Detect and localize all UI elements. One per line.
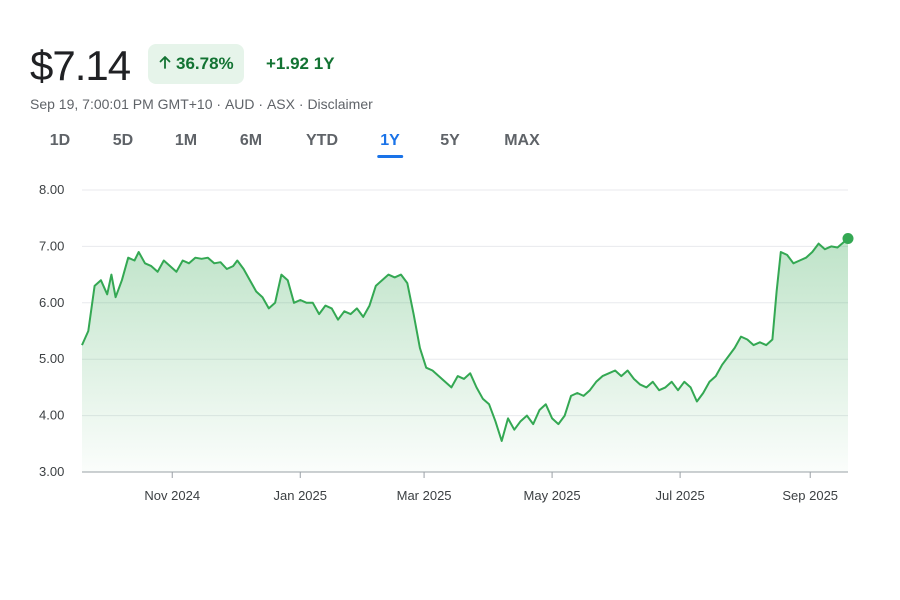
price-meta: Sep 19, 7:00:01 PM GMT+10 · AUD · ASX · … [30, 96, 373, 112]
change-percent-badge: 36.78% [148, 44, 244, 84]
price-area [82, 238, 848, 472]
tab-1d[interactable]: 1D [49, 132, 71, 149]
meta-separator: · [212, 96, 225, 112]
y-tick-label: 4.00 [39, 408, 64, 423]
exchange: ASX [266, 96, 295, 112]
tab-5d[interactable]: 5D [112, 132, 134, 149]
tab-1m[interactable]: 1M [174, 132, 198, 149]
x-tick-label: Nov 2024 [144, 488, 200, 503]
y-tick-label: 5.00 [39, 351, 64, 366]
current-price: $7.14 [30, 42, 131, 89]
tab-6m[interactable]: 6M [239, 132, 263, 149]
change-absolute: +1.92 1Y [266, 54, 335, 73]
tab-ytd[interactable]: YTD [306, 132, 338, 149]
x-tick-label: Jul 2025 [656, 488, 705, 503]
x-tick-label: Mar 2025 [397, 488, 452, 503]
meta-separator: · [294, 96, 308, 112]
x-tick-label: Sep 2025 [782, 488, 838, 503]
y-tick-label: 6.00 [39, 295, 64, 310]
meta-separator: · [254, 96, 267, 112]
tab-5y[interactable]: 5Y [440, 132, 460, 149]
tab-max[interactable]: MAX [504, 132, 540, 149]
currency: AUD [224, 96, 255, 112]
arrow-up-icon [158, 54, 172, 74]
price-line [81, 237, 849, 442]
current-price-marker [842, 233, 854, 245]
price-chart[interactable]: 3.00 4.00 5.00 6.00 7.00 8.00 Nov 2024 Jan 2025… [0, 160, 900, 520]
timestamp: Sep 19, 7:00:01 PM GMT+10 [30, 96, 213, 112]
x-tick-label: Jan 2025 [274, 488, 328, 503]
y-tick-label: 8.00 [39, 182, 64, 197]
x-tick-label: May 2025 [524, 488, 581, 503]
y-tick-label: 7.00 [39, 238, 64, 253]
change-percent: 36.78% [176, 54, 234, 73]
disclaimer-link[interactable]: Disclaimer [307, 96, 373, 112]
y-tick-label: 3.00 [39, 464, 64, 479]
tab-1y[interactable]: 1Y [377, 128, 403, 158]
